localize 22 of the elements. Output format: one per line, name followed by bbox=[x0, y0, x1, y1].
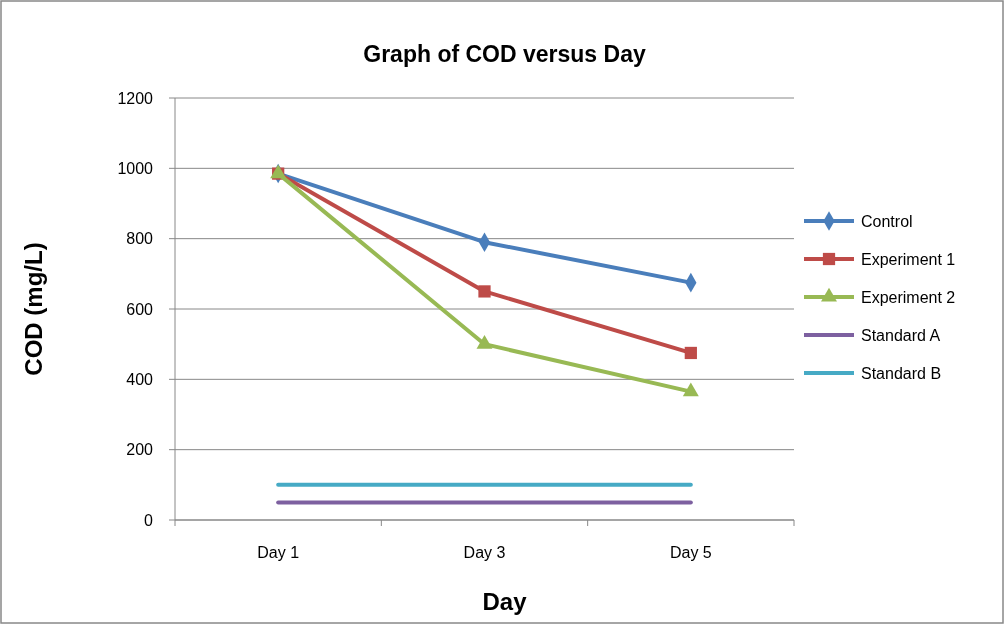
point bbox=[682, 382, 699, 397]
legend-label: Experiment 2 bbox=[861, 288, 956, 306]
y-tick-label: 800 bbox=[126, 230, 154, 248]
y-tick-label: 1000 bbox=[117, 159, 154, 177]
point bbox=[684, 346, 697, 360]
y-tick-label: 600 bbox=[126, 300, 154, 318]
legend-label: Standard B bbox=[861, 364, 942, 382]
x-axis-title: Day bbox=[482, 588, 528, 615]
x-tick-label: Day 5 bbox=[669, 544, 712, 561]
y-tick-label: 1200 bbox=[117, 89, 154, 107]
y-tick-label: 200 bbox=[126, 441, 154, 459]
y-tick-label: 0 bbox=[144, 511, 154, 529]
x-tick-label: Day 3 bbox=[463, 544, 506, 561]
y-axis-title: COD (mg/L) bbox=[20, 242, 47, 376]
chart-title: Graph of COD versus Day bbox=[363, 41, 646, 67]
legend-label: Control bbox=[861, 212, 913, 230]
y-tick-label: 400 bbox=[126, 370, 154, 388]
point bbox=[478, 285, 491, 298]
x-tick-label: Day 1 bbox=[257, 544, 300, 561]
legend-label: Experiment 1 bbox=[861, 250, 956, 268]
point bbox=[476, 334, 493, 349]
legend-label: Standard A bbox=[861, 326, 941, 344]
